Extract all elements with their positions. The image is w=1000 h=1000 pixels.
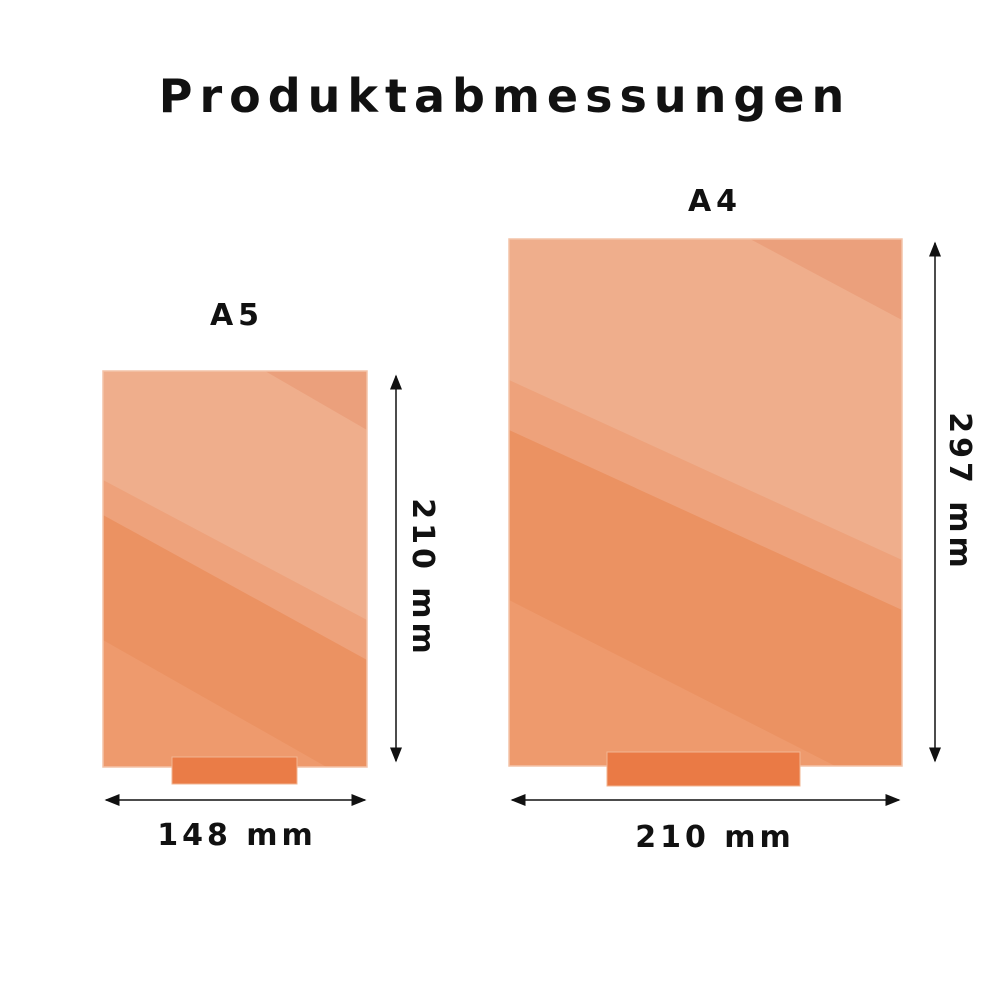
a5-label: A5 — [210, 298, 264, 333]
a4-width-label: 210 mm — [635, 820, 795, 855]
page-title: Produktabmessungen — [159, 69, 852, 123]
a5-product: A5 148 mm 210 mm — [102, 298, 440, 853]
a5-stand — [171, 756, 298, 785]
a5-height-label: 210 mm — [405, 498, 440, 658]
a4-label: A4 — [688, 184, 742, 219]
a4-panel — [509, 239, 902, 766]
a4-product: A4 210 mm 297 mm — [508, 184, 977, 855]
a5-width-label: 148 mm — [157, 818, 317, 853]
a4-height-label: 297 mm — [942, 412, 977, 572]
a5-panel — [103, 371, 367, 767]
a4-stand — [606, 751, 801, 787]
